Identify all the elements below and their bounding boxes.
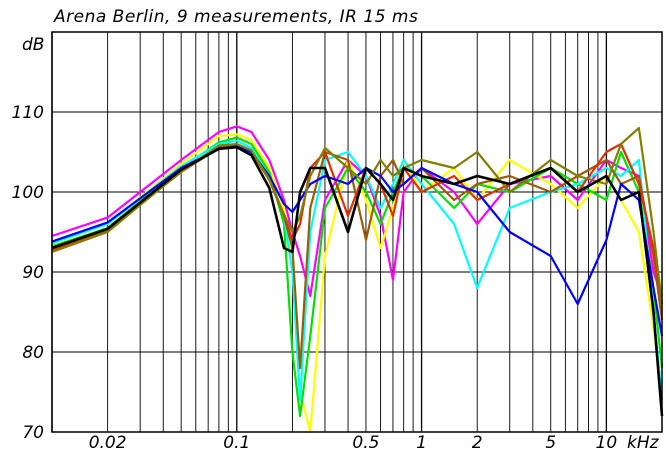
plot-frame bbox=[51, 31, 663, 433]
x-tick-labels: 0.02 0.1 0.5 1 2 5 10 bbox=[89, 433, 617, 453]
series-line-9 bbox=[51, 145, 664, 417]
chart-title: Arena Berlin, 9 measurements, IR 15 ms bbox=[53, 7, 418, 27]
series-line-4 bbox=[51, 139, 664, 402]
y-tick-label: 110 bbox=[12, 103, 44, 123]
y-tick-label: 70 bbox=[22, 423, 44, 443]
x-tick-label: 10 bbox=[596, 433, 618, 453]
y-tick-label: 100 bbox=[12, 183, 44, 203]
x-tick-label: 1 bbox=[416, 433, 427, 453]
x-axis-unit: kHz bbox=[627, 433, 660, 453]
x-tick-label: 0.1 bbox=[223, 433, 250, 453]
x-tick-label: 0.02 bbox=[89, 433, 127, 453]
y-tick-label: 80 bbox=[22, 343, 44, 363]
y-axis-label: dB bbox=[22, 35, 44, 55]
series-lines bbox=[51, 125, 664, 434]
x-tick-label: 0.5 bbox=[352, 433, 379, 453]
y-tick-label: 90 bbox=[22, 263, 44, 283]
x-tick-label: 2 bbox=[472, 433, 483, 453]
series-line-8 bbox=[51, 126, 664, 305]
y-tick-labels: 70 80 90 100 110 bbox=[12, 103, 44, 443]
x-tick-label: 5 bbox=[545, 433, 556, 453]
